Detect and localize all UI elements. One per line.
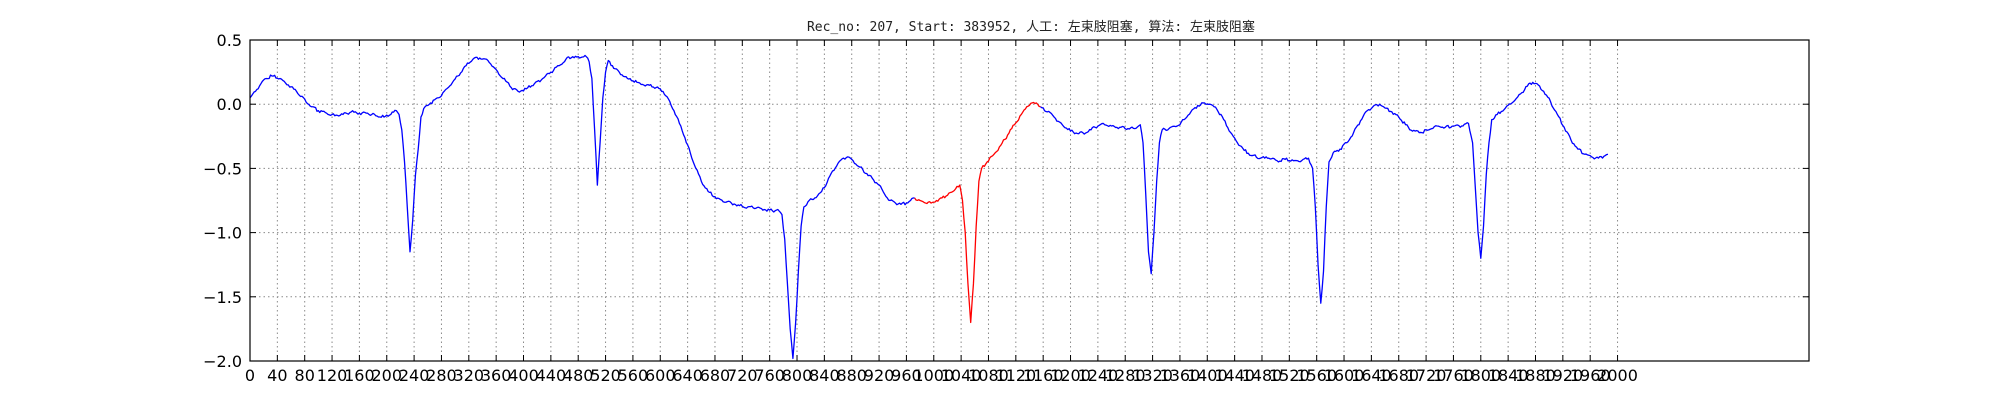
x-tick-label: 240 [399,366,430,385]
x-tick-label: 1440 [1214,366,1255,385]
x-tick-label: 1680 [1378,366,1419,385]
x-tick-label: 680 [700,366,731,385]
x-tick-label: 1320 [1132,366,1173,385]
x-tick-label: 1800 [1460,366,1501,385]
x-tick-label: 1480 [1242,366,1283,385]
x-tick-label: 280 [426,366,457,385]
x-tick-label: 200 [371,366,402,385]
x-tick-label: 560 [618,366,649,385]
y-tick-label: −2.0 [203,352,242,371]
x-tick-label: 640 [672,366,703,385]
x-tick-label: 800 [782,366,813,385]
y-axis: 0.5 0.0 −0.5 −1.0 −1.5 −2.0 [203,31,1809,371]
x-tick-label: 1280 [1105,366,1146,385]
x-tick-label: 1920 [1542,366,1583,385]
series-lines [249,54,1609,360]
x-tick-label: 40 [267,366,287,385]
x-tick-label: 1960 [1570,366,1611,385]
x-tick-label: 80 [295,366,315,385]
x-tick-label: 1200 [1050,366,1091,385]
x-tick-label: 160 [344,366,375,385]
x-tick-label: 840 [809,366,840,385]
series-2-line [1040,81,1609,304]
x-tick-label: 440 [536,366,567,385]
x-tick-label: 1360 [1160,366,1201,385]
x-tick-label: 1080 [968,366,1009,385]
x-tick-label: 720 [727,366,758,385]
x-tick-label: 920 [864,366,895,385]
x-tick-label: 1640 [1351,366,1392,385]
x-tick-label: 1560 [1296,366,1337,385]
x-tick-label: 1120 [995,366,1036,385]
y-tick-label: 0.0 [217,95,242,114]
y-tick-label: 0.5 [217,31,242,50]
x-tick-label: 1160 [1023,366,1064,385]
x-tick-label: 120 [317,366,348,385]
x-tick-label: 0 [245,366,255,385]
grid-lines [250,40,1809,361]
x-tick-label: 760 [754,366,785,385]
x-tick-label: 1720 [1406,366,1447,385]
x-tick-label: 880 [836,366,867,385]
x-tick-label: 1840 [1488,366,1529,385]
y-tick-label: −1.0 [203,224,242,243]
x-tick-label: 2000 [1597,366,1638,385]
x-tick-label: 1240 [1078,366,1119,385]
x-tick-label: 1000 [913,366,954,385]
x-tick-label: 360 [481,366,512,385]
series-1-line [914,101,1041,324]
x-tick-label: 1600 [1324,366,1365,385]
x-axis: 0 40 80 12016020024028032036040044048052056… [245,40,1638,385]
x-tick-label: 1520 [1269,366,1310,385]
x-tick-label: 1760 [1433,366,1474,385]
series-0-line [249,54,915,360]
x-tick-label: 600 [645,366,676,385]
x-tick-label: 1400 [1187,366,1228,385]
x-tick-label: 480 [563,366,594,385]
y-tick-label: −0.5 [203,159,242,178]
plot-area-frame [249,39,1810,362]
x-tick-label: 960 [891,366,922,385]
x-tick-label: 1880 [1515,366,1556,385]
x-tick-label: 400 [508,366,539,385]
y-tick-label: −1.5 [203,288,242,307]
x-tick-label: 1040 [941,366,982,385]
chart-title: Rec_no: 207, Start: 383952, 人工: 左束肢阻塞, 算… [807,19,1255,35]
x-tick-label: 320 [454,366,485,385]
x-tick-label: 520 [590,366,621,385]
